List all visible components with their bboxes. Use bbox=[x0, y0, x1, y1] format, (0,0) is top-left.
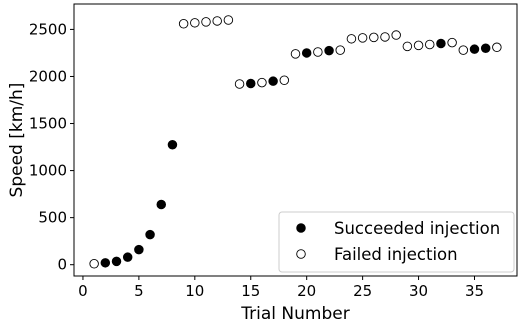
data-point-failed bbox=[190, 18, 200, 28]
data-point-succeeded bbox=[100, 258, 111, 268]
data-point-failed bbox=[223, 15, 234, 25]
legend-label-failed: Failed injection bbox=[334, 245, 458, 264]
data-point-succeeded bbox=[480, 43, 491, 53]
data-point-succeeded bbox=[268, 76, 278, 86]
legend-box bbox=[278, 211, 515, 273]
marks-layer bbox=[89, 15, 502, 269]
plot-frame bbox=[73, 3, 518, 277]
x-axis-label: Trial Number bbox=[240, 304, 349, 324]
data-point-succeeded bbox=[167, 139, 178, 150]
data-point-succeeded bbox=[301, 48, 312, 58]
x-tick-label: 25 bbox=[353, 282, 372, 300]
y-tick-label: 1500 bbox=[29, 115, 67, 133]
y-axis-label: Speed [km/h] bbox=[7, 83, 27, 198]
data-point-succeeded bbox=[469, 44, 480, 54]
data-point-failed bbox=[212, 16, 222, 26]
data-point-succeeded bbox=[134, 244, 144, 255]
x-tick-label: 5 bbox=[134, 282, 144, 300]
data-point-failed bbox=[492, 42, 502, 53]
ticks-layer: 0 5 10 15 20 25 30 35 0 500 1000 1500 2000 2500 bbox=[29, 20, 484, 300]
data-point-succeeded bbox=[436, 38, 446, 49]
data-point-failed bbox=[369, 32, 379, 43]
data-point-failed bbox=[458, 45, 469, 55]
x-tick-label: 15 bbox=[241, 282, 260, 300]
data-point-failed bbox=[234, 79, 245, 89]
data-point-succeeded bbox=[145, 229, 155, 240]
data-point-failed bbox=[290, 49, 301, 59]
legend: Succeeded injection Failed injection bbox=[278, 211, 515, 273]
data-point-failed bbox=[357, 33, 368, 43]
data-point-failed bbox=[402, 41, 413, 52]
legend-marker-succeeded bbox=[296, 223, 306, 233]
legend-marker-failed bbox=[296, 249, 306, 259]
data-point-succeeded bbox=[246, 78, 256, 89]
legend-label-succeeded: Succeeded injection bbox=[334, 219, 500, 238]
data-point-failed bbox=[313, 47, 323, 57]
data-point-failed bbox=[346, 34, 357, 44]
data-point-failed bbox=[201, 17, 211, 27]
y-tick-label: 0 bbox=[57, 256, 67, 274]
x-tick-label: 0 bbox=[78, 282, 88, 300]
data-point-failed bbox=[391, 30, 401, 40]
data-point-failed bbox=[89, 259, 99, 269]
data-point-failed bbox=[279, 75, 290, 85]
data-point-failed bbox=[257, 77, 267, 88]
data-point-succeeded bbox=[156, 199, 167, 210]
x-tick-label: 35 bbox=[465, 282, 484, 300]
data-point-succeeded bbox=[324, 45, 334, 56]
x-tick-label: 20 bbox=[297, 282, 316, 300]
y-tick-label: 1000 bbox=[29, 162, 67, 180]
data-point-succeeded bbox=[122, 252, 133, 262]
data-point-succeeded bbox=[111, 256, 122, 267]
data-point-failed bbox=[178, 19, 189, 29]
y-tick-label: 500 bbox=[38, 209, 67, 227]
data-point-failed bbox=[424, 39, 435, 50]
data-point-failed bbox=[413, 40, 424, 51]
y-tick-label: 2500 bbox=[29, 20, 67, 38]
data-point-failed bbox=[335, 45, 345, 55]
y-tick-label: 2000 bbox=[29, 67, 67, 85]
x-tick-label: 10 bbox=[185, 282, 204, 300]
data-point-failed bbox=[380, 32, 390, 42]
data-point-failed bbox=[447, 37, 457, 48]
x-tick-label: 30 bbox=[409, 282, 428, 300]
